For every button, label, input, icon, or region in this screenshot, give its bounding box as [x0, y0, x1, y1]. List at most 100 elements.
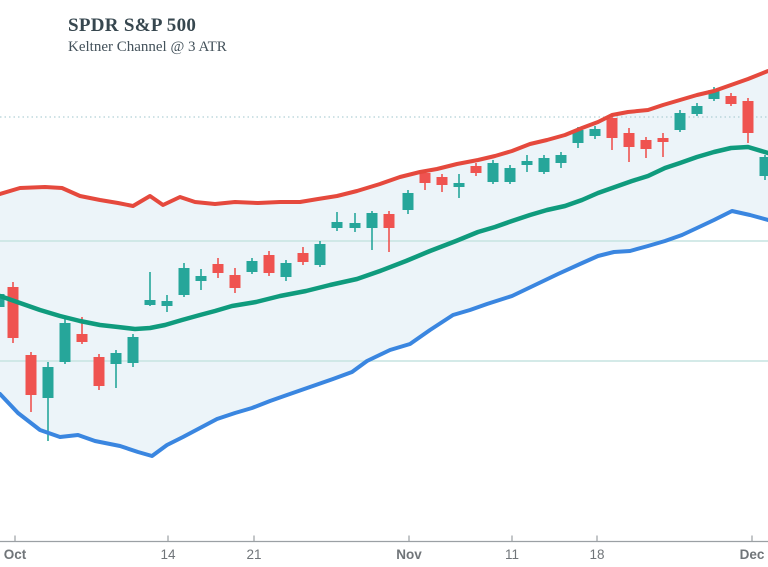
candle-dec-3: [759, 155, 768, 180]
candle-nov-5: [436, 174, 448, 192]
candle-body: [0, 294, 5, 307]
x-axis-label-Oct: Oct: [4, 547, 27, 562]
candle-body: [212, 264, 224, 273]
candle-body: [263, 255, 275, 273]
candle-body: [7, 287, 19, 338]
candle-body: [742, 101, 754, 133]
candle-oct-29: [349, 213, 361, 232]
candle-body: [178, 268, 190, 295]
candle-body: [419, 173, 431, 183]
candle-body: [572, 130, 584, 143]
x-axis-label-Dec: Dec: [740, 547, 765, 562]
candle-body: [93, 357, 105, 386]
candle-body: [521, 161, 533, 165]
x-axis-label-11: 11: [505, 547, 519, 562]
candle-oct-22: [263, 251, 275, 276]
candle-nov-20: [623, 128, 635, 162]
candle-body: [691, 106, 703, 114]
candle-body: [708, 90, 720, 99]
candle-nov-14: [555, 152, 567, 168]
candle-nov-19: [606, 115, 618, 150]
candle-sep-30: [0, 294, 5, 307]
candle-oct-31: [383, 211, 395, 252]
x-axis-label-21: 21: [246, 547, 261, 562]
lower-band-line: [0, 209, 768, 458]
candle-nov-4: [419, 170, 431, 190]
candle-body: [127, 337, 139, 363]
candle-nov-26: [691, 103, 703, 116]
candle-body: [470, 166, 482, 173]
candle-nov-13: [538, 155, 550, 174]
candle-body: [110, 353, 122, 364]
chart-subtitle: Keltner Channel @ 3 ATR: [68, 38, 227, 55]
candle-oct-3: [42, 362, 54, 441]
candle-body: [59, 323, 71, 362]
candle-body: [144, 300, 156, 305]
candle-oct-25: [314, 241, 326, 267]
candle-nov-8: [487, 160, 499, 184]
x-axis: Oct 14 21 Nov 11 18 Dec: [0, 535, 768, 562]
candle-nov-11: [504, 165, 516, 184]
candle-body: [589, 129, 601, 136]
candle-body: [555, 155, 567, 163]
candle-nov-7: [470, 163, 482, 176]
chart-header: SPDR S&P 500 Keltner Channel @ 3 ATR: [68, 15, 227, 56]
candle-oct-4: [59, 318, 71, 364]
candle-body: [229, 275, 241, 288]
candle-body: [383, 214, 395, 228]
x-axis-label-Nov: Nov: [396, 547, 422, 562]
candle-body: [280, 263, 292, 277]
x-axis-label-18: 18: [589, 547, 604, 562]
candle-body: [674, 113, 686, 130]
candle-body: [331, 222, 343, 228]
candle-oct-11: [144, 272, 156, 306]
candle-oct-24: [297, 247, 309, 265]
candle-nov-6: [453, 174, 465, 198]
candle-body: [161, 301, 173, 306]
candle-nov-29: [725, 93, 737, 106]
candle-body: [246, 261, 258, 272]
candle-body: [725, 96, 737, 104]
candle-body: [453, 183, 465, 187]
candle-nov-12: [521, 155, 533, 172]
candle-oct-23: [280, 260, 292, 281]
candle-oct-18: [229, 268, 241, 293]
candle-body: [76, 334, 88, 342]
keltner-channel-fill: [0, 71, 768, 456]
candle-oct-28: [331, 212, 343, 231]
middle-band-line: [0, 144, 768, 332]
candle-body: [657, 138, 669, 142]
candle-oct-9: [110, 350, 122, 388]
candle-oct-16: [195, 269, 207, 290]
candle-body: [349, 223, 361, 228]
candle-oct-21: [246, 258, 258, 274]
candle-body: [504, 168, 516, 182]
candle-body: [297, 253, 309, 262]
candle-oct-2: [25, 352, 37, 412]
candle-body: [759, 157, 768, 176]
candle-body: [366, 213, 378, 228]
candle-oct-10: [127, 334, 139, 367]
candle-body: [538, 158, 550, 172]
candle-oct-8: [93, 354, 105, 390]
x-axis-label-14: 14: [160, 547, 176, 562]
candle-nov-1: [402, 190, 414, 214]
chart-title: SPDR S&P 500: [68, 15, 197, 36]
candle-body: [623, 133, 635, 147]
candle-body: [195, 276, 207, 281]
candle-body: [314, 244, 326, 265]
candle-oct-1: [7, 282, 19, 343]
candle-body: [487, 163, 499, 182]
candle-dec-2: [742, 98, 754, 143]
candle-body: [402, 193, 414, 210]
candle-nov-25: [674, 110, 686, 132]
candle-oct-30: [366, 211, 378, 250]
candle-nov-18: [589, 126, 601, 139]
candle-body: [640, 140, 652, 149]
candle-body: [436, 177, 448, 185]
candle-body: [42, 367, 54, 398]
candle-nov-22: [657, 133, 669, 157]
candle-nov-21: [640, 137, 652, 158]
candle-oct-15: [178, 263, 190, 297]
